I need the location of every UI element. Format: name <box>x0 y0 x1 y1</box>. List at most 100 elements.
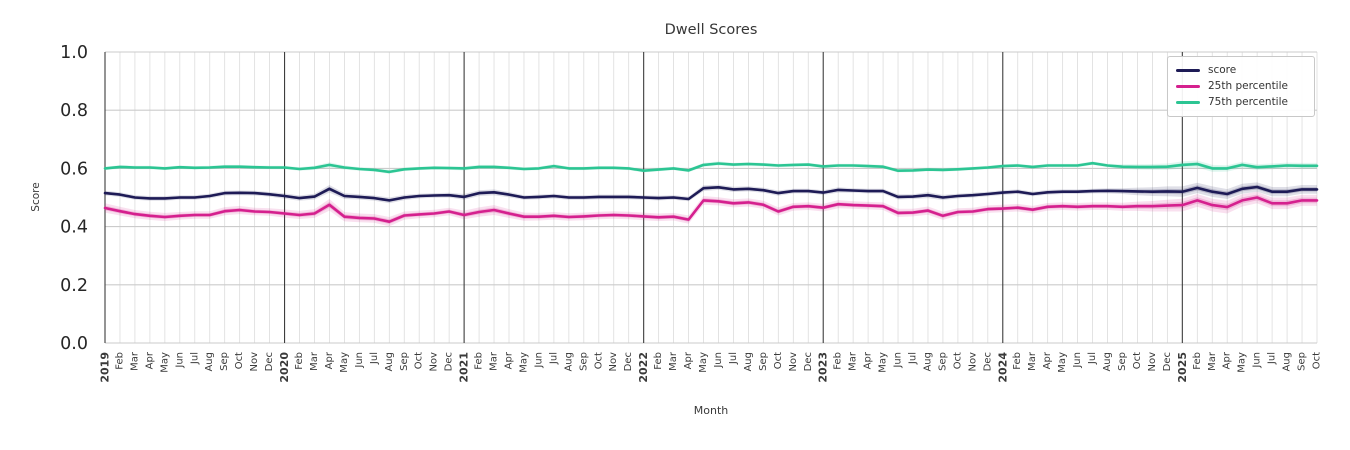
x-tick-label-month: Jul <box>1267 352 1278 365</box>
x-tick-label-month: Oct <box>414 352 425 369</box>
x-tick-label-month: Feb <box>1192 352 1203 370</box>
legend-item-75th-percentile: 75th percentile <box>1176 94 1306 110</box>
series-band-25th-percentile <box>105 194 1317 224</box>
x-tick-label-month: Feb <box>474 352 485 370</box>
legend: score 25th percentile 75th percentile <box>1167 56 1315 117</box>
legend-label-75th-percentile: 75th percentile <box>1208 96 1288 108</box>
x-tick-label-month: Mar <box>1027 351 1038 371</box>
y-tick-label: 0.2 <box>60 276 88 296</box>
x-tick-label-month: Jul <box>908 352 919 365</box>
x-tick-label-month: Nov <box>249 352 260 372</box>
x-tick-label-month: Dec <box>803 352 814 371</box>
x-tick-label-month: Apr <box>1222 351 1233 369</box>
x-tick-label-month: Apr <box>1042 351 1053 369</box>
x-tick-label-month: Nov <box>1147 352 1158 372</box>
x-tick-label-month: Oct <box>1312 352 1323 369</box>
x-tick-label-month: Mar <box>309 351 320 371</box>
x-tick-label-month: Jul <box>1087 352 1098 365</box>
x-tick-label-month: Jul <box>369 352 380 365</box>
x-tick-label-month: Oct <box>773 352 784 369</box>
x-tick-label-month: Sep <box>219 352 230 371</box>
x-tick-label-month: Dec <box>982 352 993 371</box>
x-tick-label-month: Jun <box>354 352 365 369</box>
x-tick-label-month: Sep <box>399 352 410 371</box>
x-tick-label-month: Jul <box>728 352 739 365</box>
x-tick-label-year: 2019 <box>99 352 112 383</box>
y-tick-label: 0.4 <box>60 218 88 238</box>
x-tick-label-month: Oct <box>1132 352 1143 369</box>
x-tick-label-month: Nov <box>788 352 799 372</box>
x-tick-label-month: Mar <box>489 351 500 371</box>
x-tick-label-month: Oct <box>952 352 963 369</box>
legend-label-score: score <box>1208 64 1237 76</box>
x-tick-label-month: Aug <box>384 352 395 372</box>
x-tick-label-month: Apr <box>863 351 874 369</box>
x-tick-label-year: 2021 <box>458 352 471 383</box>
25th-percentile-line-swatch <box>1176 84 1200 88</box>
x-tick-label-month: Feb <box>294 352 305 370</box>
legend-item-25th-percentile: 25th percentile <box>1176 78 1306 94</box>
score-line-swatch <box>1176 68 1200 72</box>
x-tick-label-month: May <box>1237 352 1248 373</box>
x-tick-label-month: Apr <box>324 351 335 369</box>
x-tick-label-month: Dec <box>623 352 634 371</box>
x-tick-label-month: Mar <box>129 351 140 371</box>
y-tick-label: 0.6 <box>60 159 88 179</box>
x-tick-label-month: May <box>159 352 170 373</box>
series-band-75th-percentile <box>105 160 1317 174</box>
x-tick-label-month: Nov <box>429 352 440 372</box>
x-tick-label-month: Nov <box>608 352 619 372</box>
x-tick-label-month: Jun <box>1072 352 1083 369</box>
x-tick-label-month: Aug <box>743 352 754 372</box>
x-tick-label-month: Sep <box>937 352 948 371</box>
x-tick-label-year: 2022 <box>637 352 650 383</box>
x-tick-label-month: Apr <box>504 351 515 369</box>
x-tick-label-month: Mar <box>848 351 859 371</box>
y-tick-label: 0.0 <box>60 334 88 354</box>
x-tick-label-month: Sep <box>1117 352 1128 371</box>
x-tick-label-month: Sep <box>578 352 589 371</box>
x-tick-label-month: Nov <box>967 352 978 372</box>
x-tick-label-month: Aug <box>1282 352 1293 372</box>
series-line-25th-percentile <box>103 196 1319 223</box>
x-tick-label-month: May <box>339 352 350 373</box>
x-tick-label-month: May <box>1057 352 1068 373</box>
chart-title: Dwell Scores <box>664 22 758 38</box>
x-tick-label-month: Jun <box>533 352 544 369</box>
x-tick-label-month: Feb <box>114 352 125 370</box>
x-tick-label-month: Jun <box>1252 352 1263 369</box>
75th-percentile-line-swatch <box>1176 100 1200 104</box>
series-band-25th-percentile <box>105 191 1317 227</box>
x-tick-label-month: Aug <box>922 352 933 372</box>
y-tick-label: 1.0 <box>60 43 88 63</box>
x-tick-label-month: May <box>518 352 529 373</box>
x-tick-label-month: Feb <box>653 352 664 370</box>
x-tick-label-month: Oct <box>593 352 604 369</box>
series-line-score <box>103 185 1319 202</box>
x-tick-label-month: Sep <box>1297 352 1308 371</box>
x-tick-label-month: Aug <box>563 352 574 372</box>
x-tick-label-month: Aug <box>1102 352 1113 372</box>
series-line-75th-percentile <box>103 161 1319 174</box>
x-axis-label: Month <box>693 404 729 417</box>
x-tick-label-month: May <box>698 352 709 373</box>
x-tick-label-month: Sep <box>758 352 769 371</box>
x-tick-label-month: Mar <box>1207 351 1218 371</box>
x-tick-label-month: Dec <box>444 352 455 371</box>
x-tick-label-month: Jul <box>189 352 200 365</box>
x-tick-label-month: Jul <box>548 352 559 365</box>
x-tick-label-month: Jun <box>174 352 185 369</box>
x-tick-label-month: Oct <box>234 352 245 369</box>
legend-label-25th-percentile: 25th percentile <box>1208 80 1288 92</box>
x-tick-label-month: Dec <box>264 352 275 371</box>
x-tick-label-year: 2020 <box>278 352 291 383</box>
x-tick-label-month: Dec <box>1162 352 1173 371</box>
x-tick-label-month: Jun <box>893 352 904 369</box>
x-tick-label-month: May <box>878 352 889 373</box>
y-tick-label: 0.8 <box>60 101 88 121</box>
legend-item-score: score <box>1176 62 1306 78</box>
x-tick-label-month: Aug <box>204 352 215 372</box>
x-tick-label-year: 2024 <box>996 352 1009 383</box>
